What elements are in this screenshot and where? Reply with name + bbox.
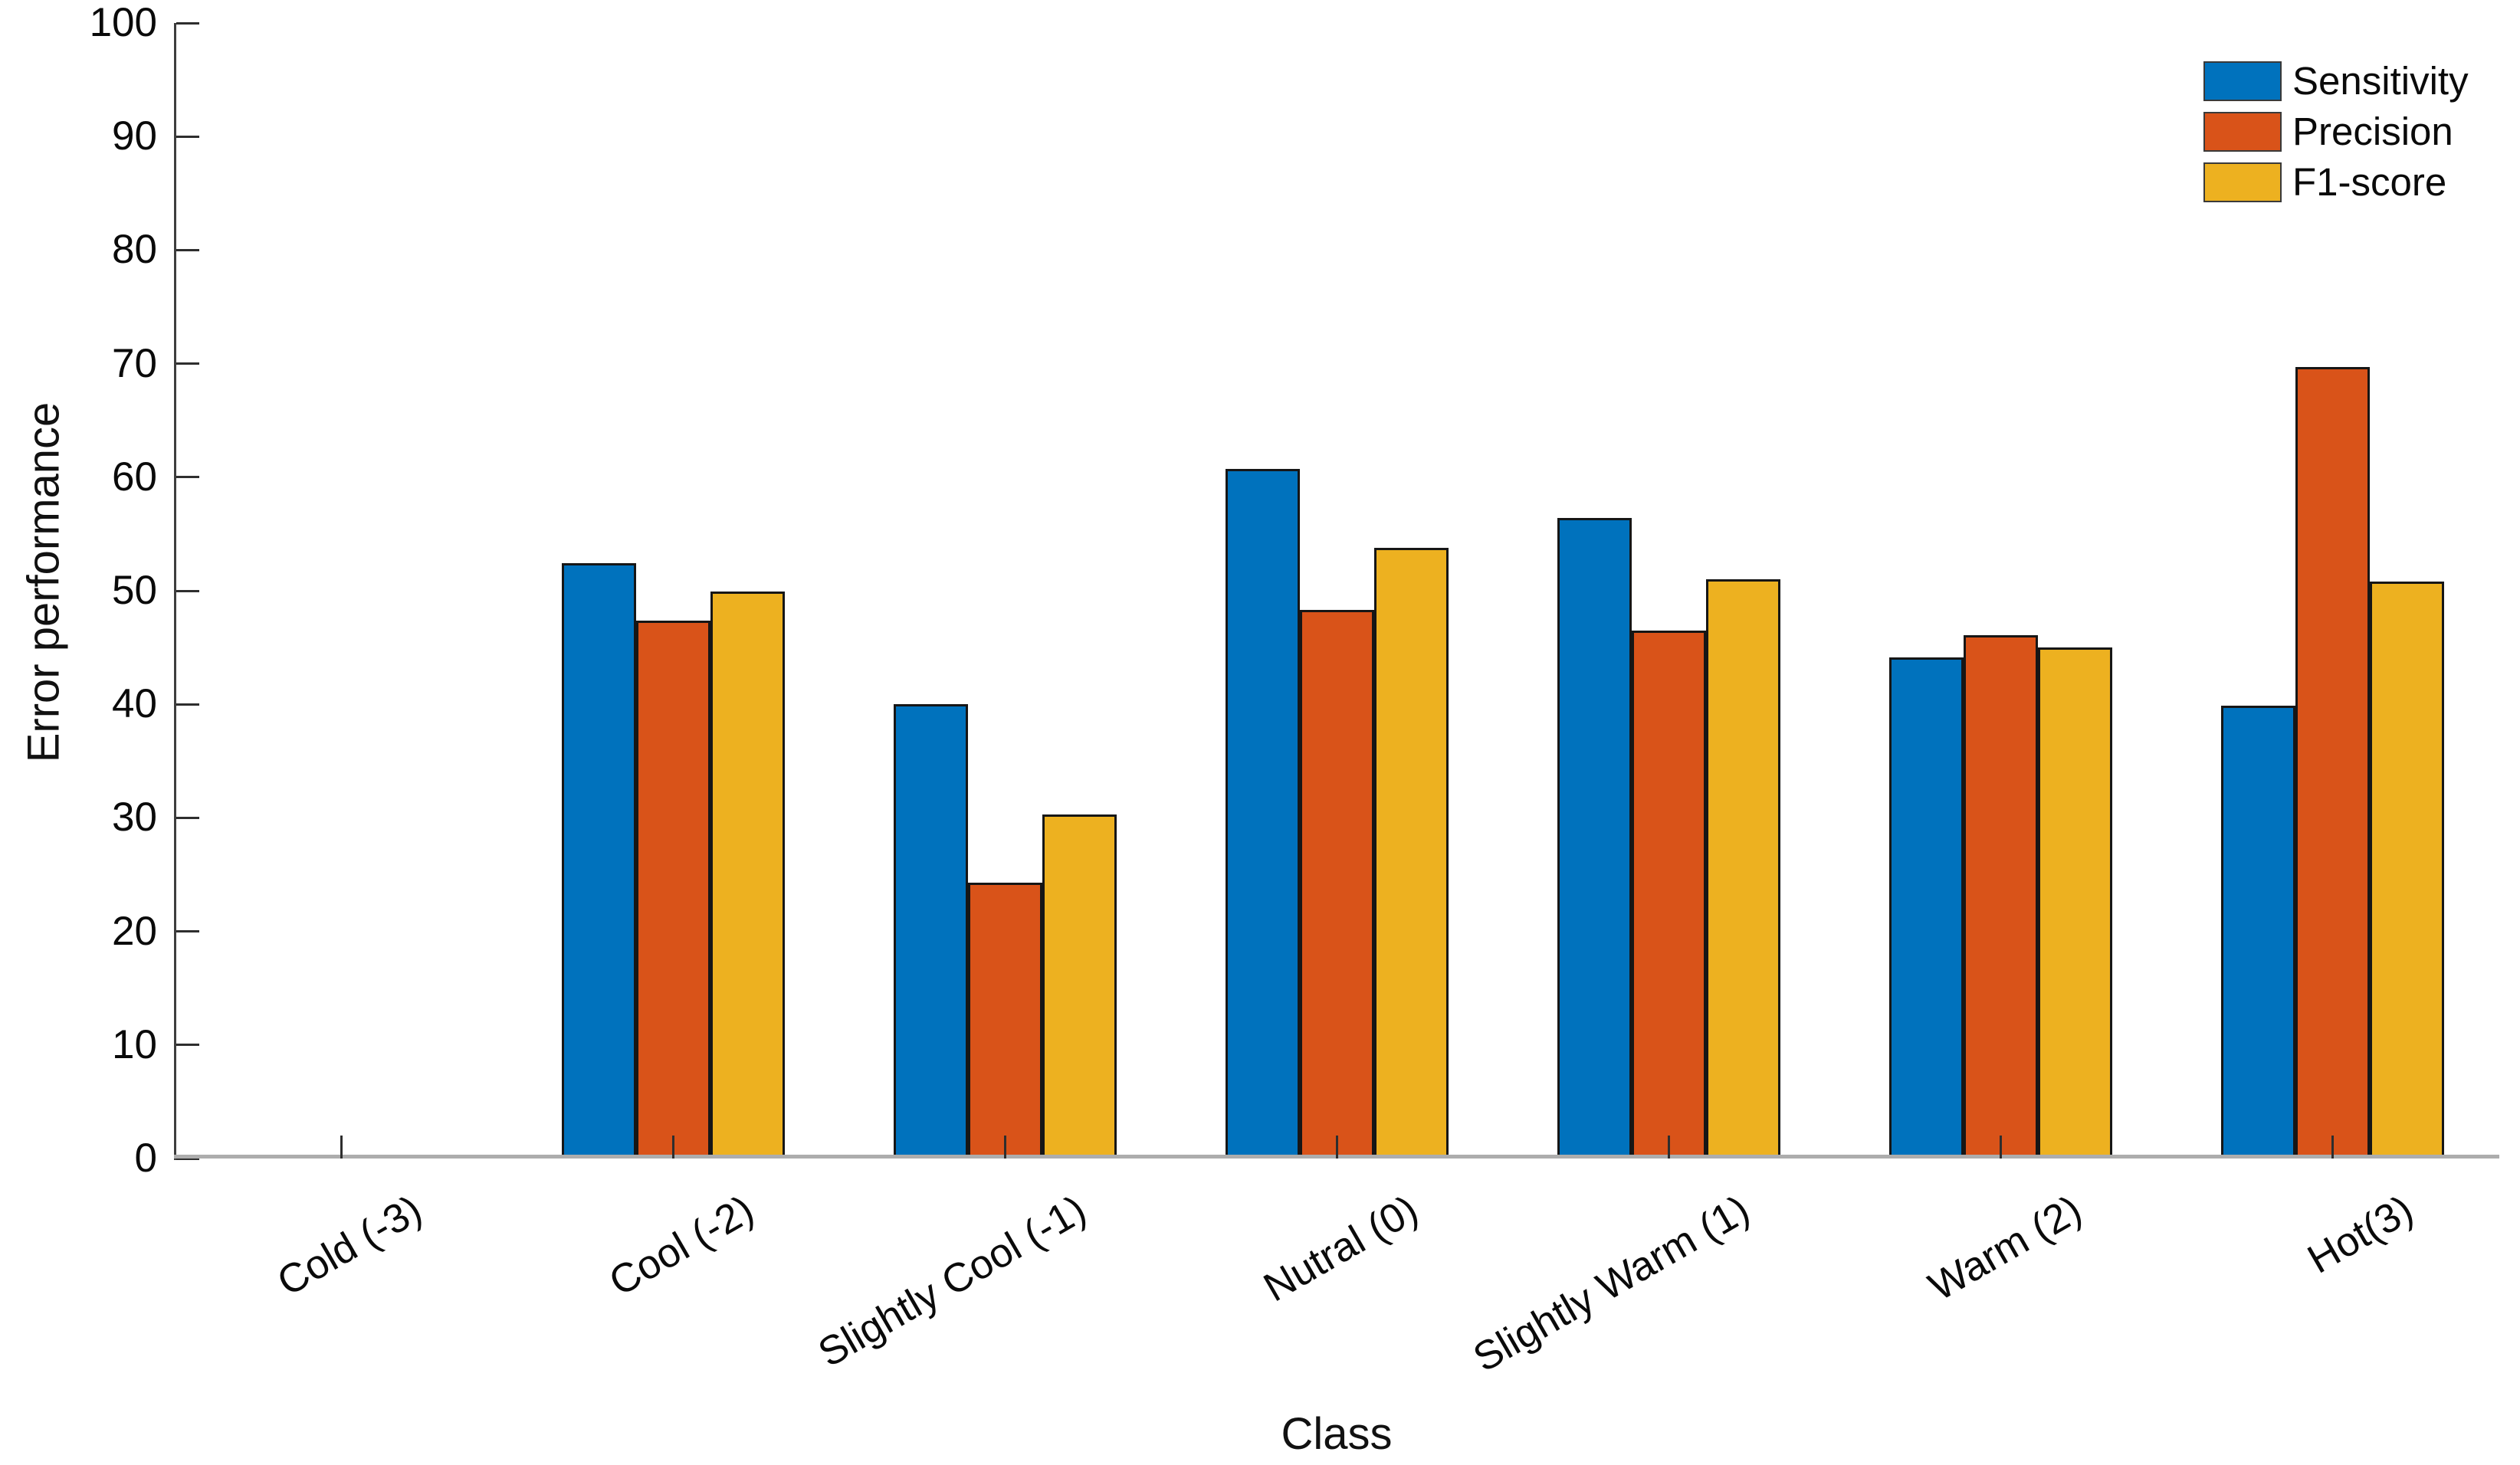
- y-tick-mark: [176, 135, 199, 138]
- bar-f1-score: [1374, 547, 1449, 1159]
- legend-swatch-precision: [2203, 112, 2282, 152]
- x-tick-label: Warm (2): [1921, 1186, 2089, 1310]
- bar-sensitivity: [1557, 518, 1632, 1159]
- x-tick-mark: [1668, 1136, 1670, 1159]
- y-tick-mark: [176, 21, 199, 25]
- x-tick-mark: [340, 1136, 343, 1159]
- bar-precision: [636, 620, 710, 1159]
- y-tick-label: 70: [112, 340, 157, 386]
- y-tick-label: 50: [112, 568, 157, 613]
- bar-f1-score: [2370, 582, 2444, 1159]
- y-tick-mark: [176, 1157, 199, 1160]
- y-tick-label: 0: [134, 1136, 157, 1181]
- y-tick-mark: [176, 1044, 199, 1047]
- x-tick-label: Hot(3): [2300, 1186, 2421, 1283]
- y-tick-label: 40: [112, 681, 157, 727]
- y-tick-label: 30: [112, 795, 157, 841]
- y-tick-mark: [176, 362, 199, 365]
- bar-precision: [1632, 630, 1706, 1159]
- legend-label: F1-score: [2292, 160, 2447, 204]
- bar-f1-score: [710, 592, 785, 1159]
- y-tick-mark: [176, 816, 199, 819]
- y-tick-mark: [176, 248, 199, 251]
- bar-sensitivity: [1226, 469, 1300, 1159]
- x-tick-mark: [672, 1136, 674, 1159]
- y-tick-label: 60: [112, 454, 157, 500]
- x-tick-mark: [2000, 1136, 2002, 1159]
- bar-sensitivity: [1889, 657, 1964, 1159]
- bar-precision: [1300, 610, 1374, 1159]
- legend-swatch-f1-score: [2203, 162, 2282, 202]
- bar-precision: [968, 882, 1042, 1159]
- y-tick-mark: [176, 703, 199, 706]
- y-tick-mark: [176, 476, 199, 479]
- x-tick-label: Cold (-3): [270, 1186, 430, 1306]
- bar-sensitivity: [562, 563, 636, 1159]
- bar-f1-score: [1706, 579, 1780, 1159]
- bar-sensitivity: [894, 704, 968, 1159]
- legend-swatch-sensitivity: [2203, 61, 2282, 101]
- bar-precision: [2295, 367, 2370, 1159]
- y-tick-mark: [176, 930, 199, 933]
- y-axis-line: [174, 23, 176, 1160]
- bar-sensitivity: [2221, 705, 2295, 1159]
- y-tick-mark: [176, 589, 199, 592]
- x-tick-mark: [2331, 1136, 2334, 1159]
- y-tick-label: 20: [112, 908, 157, 954]
- legend-label: Sensitivity: [2292, 59, 2469, 103]
- y-tick-label: 90: [112, 113, 157, 159]
- bar-f1-score: [2038, 647, 2112, 1159]
- x-tick-label: Nutral (0): [1255, 1186, 1426, 1311]
- y-tick-label: 80: [112, 227, 157, 273]
- bar-precision: [1964, 634, 2038, 1159]
- x-tick-label: Cool (-2): [602, 1186, 762, 1306]
- x-axis-label: Class: [1281, 1409, 1393, 1459]
- y-tick-label: 100: [89, 0, 157, 45]
- x-tick-label: Slightly Cool (-1): [810, 1186, 1094, 1376]
- y-tick-label: 10: [112, 1021, 157, 1067]
- bar-f1-score: [1042, 814, 1117, 1159]
- legend-label: Precision: [2292, 110, 2453, 153]
- x-tick-mark: [1004, 1136, 1006, 1159]
- x-tick-mark: [1336, 1136, 1338, 1159]
- x-tick-label: Slightly Warm (1): [1465, 1186, 1757, 1381]
